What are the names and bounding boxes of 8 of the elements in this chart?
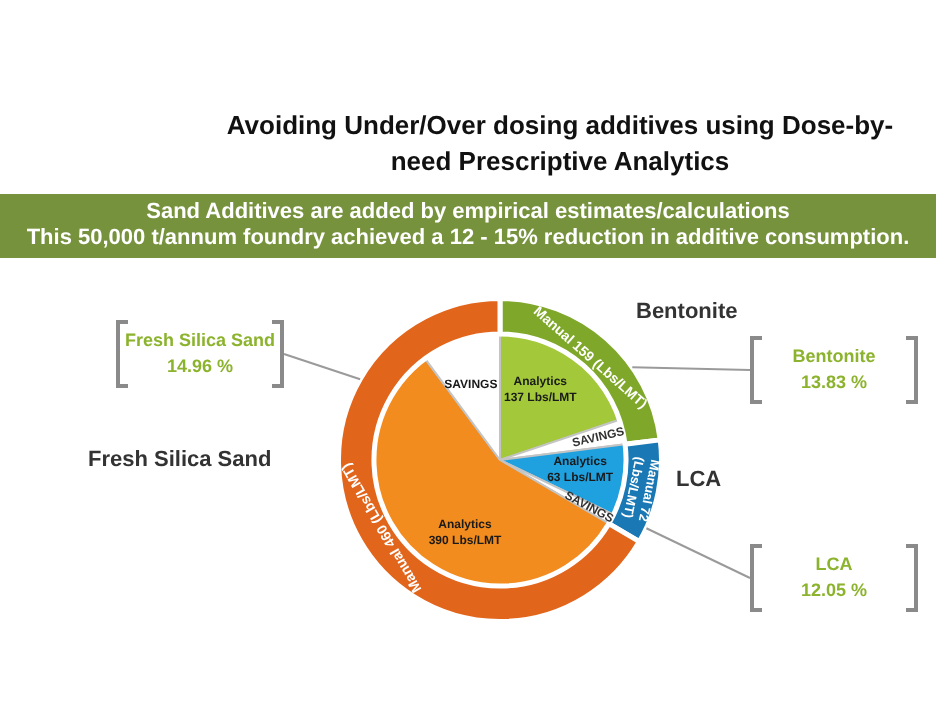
slice-label: LCA	[676, 468, 722, 492]
slice-label: Bentonite	[636, 300, 738, 324]
chart-subtitle: Sand Additives are added by empirical estimates/calculations This 50,000 t/annum foundry achieved a 12 - 15% reduction in additive consumption.	[0, 194, 936, 258]
chart-title: Avoiding Under/Over dosing additives using Dose-by-need Prescriptive Analytics	[224, 108, 896, 180]
slice-label: Fresh Silica Sand	[88, 448, 272, 472]
text: Fresh Silica Sand 14.96 %	[122, 328, 278, 380]
text: LCA 12.05 %	[798, 552, 870, 604]
text: Bentonite 13.83 %	[790, 344, 878, 396]
